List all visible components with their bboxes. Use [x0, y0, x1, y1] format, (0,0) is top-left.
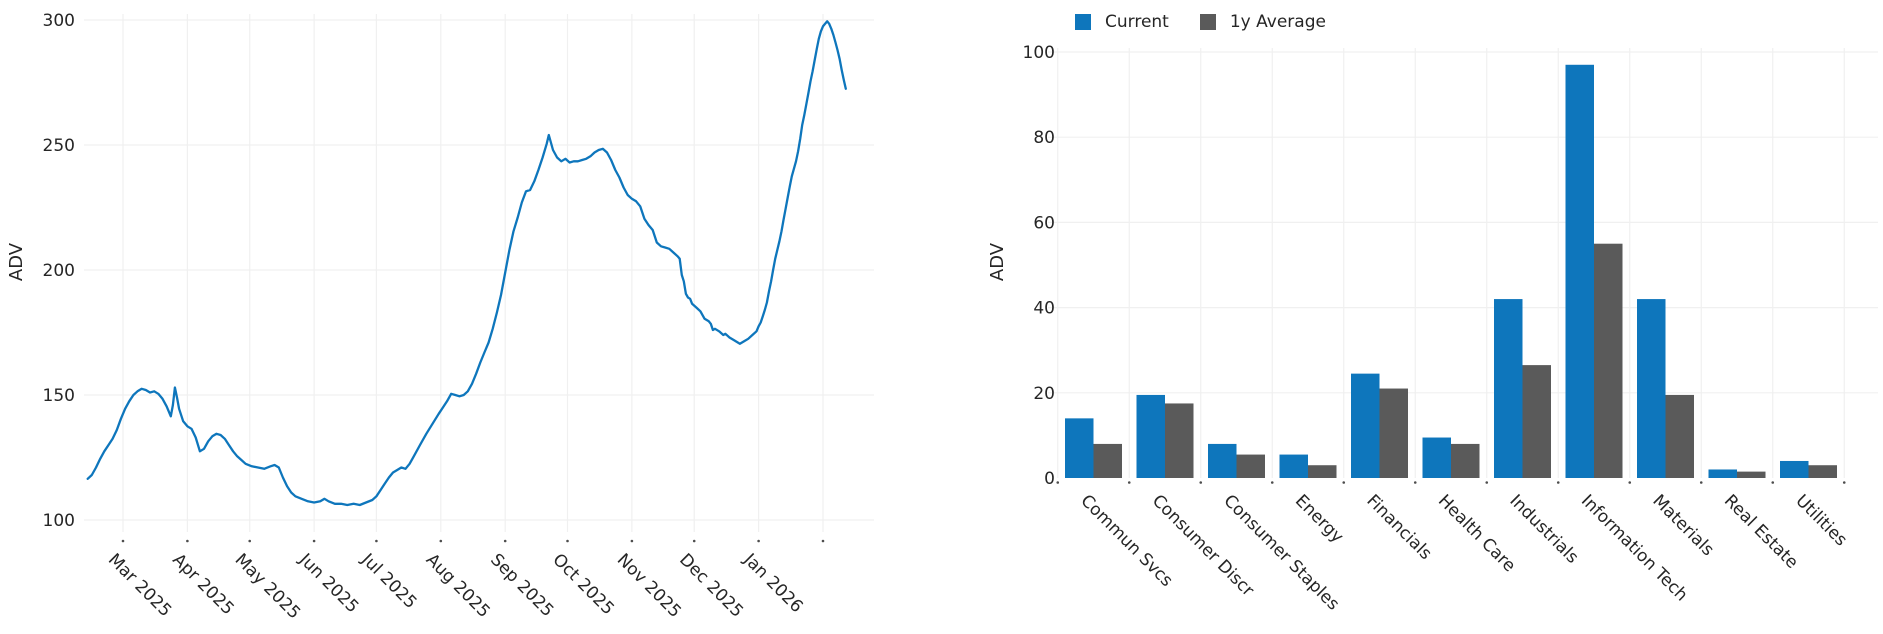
average-bar-industrials [1522, 365, 1551, 478]
x-tick-mark [821, 539, 825, 543]
x-tick-mark [757, 539, 760, 543]
x-tick-label: Apr 2025 [168, 550, 237, 619]
x-tick-mark [248, 539, 252, 543]
y-tick-label: 150 [43, 386, 75, 406]
average-series-swatch [1199, 14, 1216, 30]
x-tick-label: Nov 2025 [613, 550, 685, 622]
current-bar-information-tech [1565, 64, 1594, 478]
adv-line-series [86, 20, 847, 507]
x-tick-mark [186, 539, 189, 543]
x-category-label: Real Estate [1720, 491, 1802, 573]
current-bar-health-care [1422, 437, 1451, 478]
legend-label-1y-average: 1y Average [1229, 12, 1326, 32]
x-tick-mark [1699, 481, 1703, 484]
x-tick-mark [1270, 481, 1274, 484]
legend: Current 1y Average [1075, 12, 1326, 32]
x-tick-mark [1199, 481, 1203, 484]
x-tick-label: Jul 2025 [357, 549, 421, 613]
current-bar-energy [1279, 454, 1308, 478]
x-tick-label: Jan 2026 [739, 549, 807, 617]
x-category-label: Energy [1291, 491, 1347, 547]
x-tick-mark [1485, 481, 1489, 484]
x-tick-mark [439, 539, 443, 543]
current-series-swatch [1075, 14, 1091, 30]
average-bar-health-care [1451, 443, 1480, 478]
y-tick-label: 60 [1033, 213, 1055, 233]
current-bar-utilities [1780, 460, 1809, 478]
y-axis-title: ADV [987, 242, 1008, 281]
x-category-label: Financials [1362, 491, 1435, 564]
x-tick-mark [1842, 481, 1846, 484]
y-tick-label: 40 [1033, 299, 1055, 319]
y-tick-label: 20 [1033, 384, 1055, 404]
average-bar-consumer-discr [1165, 403, 1194, 478]
legend-item-1y-average[interactable]: 1y Average [1199, 12, 1326, 32]
current-bar-financials [1351, 373, 1380, 478]
x-tick-mark [375, 539, 378, 543]
x-tick-label: Oct 2025 [548, 550, 617, 619]
legend-label-current: Current [1105, 12, 1169, 32]
current-bar-commun-svcs [1065, 418, 1094, 478]
x-category-label: Utilities [1791, 491, 1850, 550]
x-tick-mark [121, 539, 125, 543]
x-tick-label: May 2025 [231, 550, 304, 623]
average-bar-financials [1379, 388, 1408, 478]
x-tick-mark [1771, 481, 1775, 484]
x-tick-mark [1127, 481, 1131, 484]
y-tick-label: 100 [43, 511, 75, 531]
current-bar-industrials [1494, 299, 1523, 478]
x-tick-mark [1056, 481, 1060, 484]
y-tick-label: 0 [1044, 469, 1055, 489]
x-tick-mark [692, 539, 696, 543]
x-tick-mark [566, 539, 569, 543]
x-tick-label: Mar 2025 [104, 550, 175, 621]
x-tick-mark [630, 539, 634, 543]
current-bar-consumer-discr [1136, 394, 1165, 478]
average-bar-information-tech [1594, 243, 1623, 478]
average-bar-energy [1308, 465, 1337, 478]
y-tick-label: 200 [43, 261, 75, 281]
y-tick-label: 80 [1033, 128, 1055, 148]
average-bar-real-estate [1737, 471, 1766, 478]
average-bar-utilities [1808, 465, 1837, 478]
average-bar-materials [1665, 394, 1694, 478]
x-tick-label: Jun 2025 [294, 549, 362, 617]
x-tick-mark [1556, 481, 1560, 484]
x-tick-label: Sep 2025 [486, 550, 557, 621]
x-tick-label: Dec 2025 [675, 550, 747, 622]
x-tick-label: Aug 2025 [422, 550, 494, 622]
y-tick-label: 250 [43, 136, 75, 156]
legend-item-current[interactable]: Current [1075, 12, 1169, 32]
y-axis-title: ADV [6, 242, 27, 281]
x-tick-mark [1628, 481, 1632, 484]
x-category-label: Industrials [1505, 491, 1582, 568]
current-bar-materials [1637, 299, 1666, 478]
average-bar-consumer-staples [1236, 454, 1265, 478]
x-tick-mark [312, 539, 316, 543]
x-tick-mark [503, 539, 507, 543]
average-bar-commun-svcs [1093, 443, 1122, 478]
adv-time-series-chart: 100 150 200 250 300 ADV Mar 2025 Apr 2025 May 20… [6, 11, 874, 623]
x-category-label: Materials [1648, 491, 1717, 560]
x-tick-mark [1413, 481, 1417, 484]
x-tick-mark [1342, 481, 1346, 484]
adv-sector-bar-chart: 0 20 40 60 80 100 ADV Commun Svcs Consumer Discr… [960, 0, 1883, 634]
current-bar-consumer-staples [1208, 443, 1237, 478]
y-tick-label: 300 [43, 11, 75, 31]
y-tick-label: 100 [1023, 43, 1055, 63]
current-bar-real-estate [1708, 469, 1737, 478]
